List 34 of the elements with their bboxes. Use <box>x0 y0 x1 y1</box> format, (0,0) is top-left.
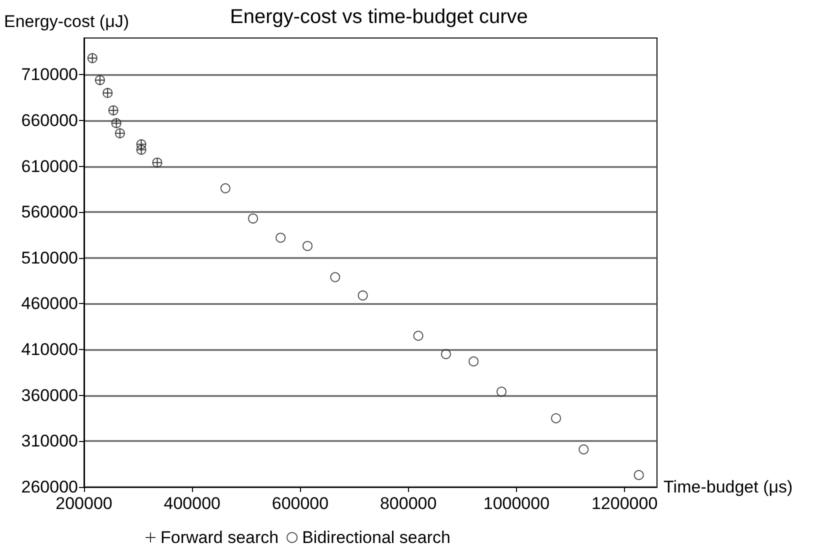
x-tick-label: 800000 <box>380 494 437 513</box>
x-tick-label: 200000 <box>56 494 112 513</box>
y-tick-label: 310000 <box>21 432 78 451</box>
y-tick-label: 610000 <box>21 156 78 176</box>
x-axis-title: Time-budget (μs) <box>664 478 793 496</box>
point <box>248 214 258 224</box>
legend-label: Bidirectional search <box>302 528 450 547</box>
point <box>358 290 368 300</box>
point <box>551 413 562 424</box>
point <box>330 272 340 282</box>
chart-title: Energy-cost vs time-budget curve <box>230 6 528 28</box>
point <box>578 444 589 454</box>
y-tick-label: 710000 <box>21 65 78 84</box>
x-tick-label: 600000 <box>272 494 329 513</box>
y-tick-label: 660000 <box>21 110 78 130</box>
point <box>302 241 313 252</box>
y-tick-label: 360000 <box>21 386 78 405</box>
y-tick-label: 560000 <box>21 202 78 222</box>
point <box>634 470 644 480</box>
x-tick-label: 1000000 <box>483 494 550 513</box>
point <box>440 349 451 360</box>
point <box>496 386 507 397</box>
y-tick-label: 510000 <box>21 248 78 268</box>
point <box>276 232 286 243</box>
legend-label: Forward search <box>160 528 279 547</box>
y-axis-title: Energy-cost (μJ) <box>4 12 130 31</box>
y-tick-label: 460000 <box>21 294 78 314</box>
x-tick-label: 400000 <box>164 494 220 513</box>
point <box>220 183 230 194</box>
x-tick-label: 1200000 <box>591 494 658 513</box>
point <box>468 356 479 366</box>
point <box>413 330 424 341</box>
y-tick-label: 260000 <box>21 478 78 496</box>
y-tick-label: 410000 <box>21 340 78 360</box>
